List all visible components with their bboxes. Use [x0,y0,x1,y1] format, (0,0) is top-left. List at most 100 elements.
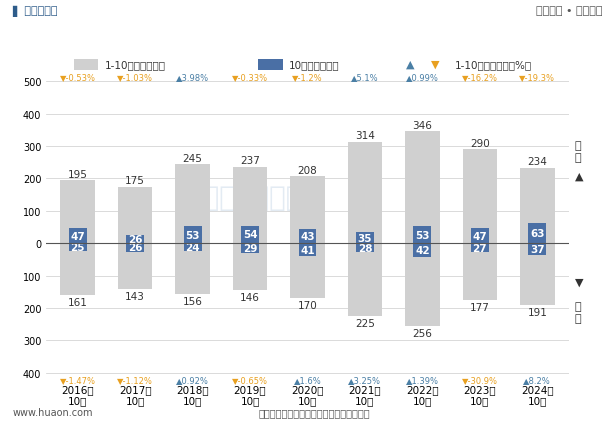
Text: 47: 47 [472,231,487,241]
Text: ▲3.25%: ▲3.25% [349,375,381,384]
Text: 47: 47 [70,231,85,241]
Text: ▲8.2%: ▲8.2% [523,375,551,384]
Bar [258,59,283,70]
Bar [184,244,202,251]
Text: ▼-0.33%: ▼-0.33% [232,73,268,82]
Text: ▼-30.9%: ▼-30.9% [462,375,498,384]
Text: 143: 143 [125,292,145,302]
Text: ▼-1.47%: ▼-1.47% [60,375,96,384]
Bar [241,226,259,244]
Bar [520,244,555,305]
Text: 25: 25 [71,243,85,253]
Bar [69,228,87,244]
Text: ▼-16.2%: ▼-16.2% [462,73,498,82]
Bar [462,150,497,244]
Text: 256: 256 [413,328,432,338]
Text: 10月（亿美元）: 10月（亿美元） [289,60,339,70]
Text: 1-10月（亿美元）: 1-10月（亿美元） [105,60,165,70]
Text: 146: 146 [240,293,260,302]
Text: 华经产业研究院: 华经产业研究院 [186,183,303,211]
Text: 24: 24 [185,242,200,253]
Bar [528,223,546,244]
Bar [471,228,489,244]
Bar [290,176,325,244]
Text: ▌ 华经情报网: ▌ 华经情报网 [12,6,58,17]
Bar [184,227,202,244]
Text: 42: 42 [415,245,430,255]
Text: 1-10月同比增速（%）: 1-10月同比增速（%） [455,60,532,70]
Text: 54: 54 [243,230,257,240]
Text: 234: 234 [527,157,547,167]
Text: ▲: ▲ [406,60,415,70]
Text: 191: 191 [527,307,547,317]
Bar [462,244,497,301]
Text: 53: 53 [185,230,200,240]
Text: 290: 290 [470,139,490,149]
Bar [405,244,440,326]
Bar [405,132,440,244]
Text: ▲0.92%: ▲0.92% [176,375,209,384]
Text: 28: 28 [358,243,372,253]
Text: 2016-2024年10月郑州新郑综合保税区进、出口额: 2016-2024年10月郑州新郑综合保税区进、出口额 [161,29,454,47]
Text: ▲0.99%: ▲0.99% [406,73,439,82]
Text: 26: 26 [128,243,143,253]
Text: ▲: ▲ [575,171,584,181]
Text: www.huaon.com: www.huaon.com [12,407,93,417]
Text: ▼-1.03%: ▼-1.03% [117,73,153,82]
Text: ▲3.98%: ▲3.98% [176,73,209,82]
Text: 26: 26 [128,234,143,245]
Text: ▼: ▼ [430,60,439,70]
Text: ▼-19.3%: ▼-19.3% [519,73,555,82]
Bar [356,244,374,253]
Bar [118,187,153,244]
Text: 237: 237 [240,156,260,166]
Bar [298,244,317,257]
Text: ▲1.6%: ▲1.6% [293,375,322,384]
Bar [298,230,317,244]
Bar [413,244,431,257]
Text: 314: 314 [355,131,375,141]
Text: 208: 208 [298,165,317,175]
Bar [528,244,546,256]
Text: 170: 170 [298,300,317,311]
Bar [520,168,555,244]
Text: 37: 37 [530,245,545,255]
Text: ▼-1.2%: ▼-1.2% [292,73,323,82]
Bar [233,167,268,244]
Bar [413,227,431,244]
Text: 29: 29 [243,243,257,253]
Bar [118,244,153,290]
Text: 专业严谨 • 客观科学: 专业严谨 • 客观科学 [536,6,603,16]
Text: 156: 156 [183,296,202,306]
Bar [175,244,210,294]
Text: 35: 35 [358,233,372,243]
Text: 177: 177 [470,302,490,313]
Bar [356,232,374,244]
Bar [347,142,382,244]
Bar [126,235,144,244]
Text: 43: 43 [300,232,315,242]
Text: 出
口: 出 口 [574,141,581,162]
Text: 27: 27 [472,243,487,253]
Text: 346: 346 [413,121,432,131]
Bar [74,59,98,70]
Bar [60,181,95,244]
Bar [69,244,87,252]
Bar [347,244,382,316]
Text: ▼-0.53%: ▼-0.53% [60,73,96,82]
Bar [233,244,268,291]
Text: 195: 195 [68,170,88,179]
Bar [241,244,259,253]
Text: 63: 63 [530,228,544,239]
Bar [126,244,144,252]
Text: ▼-1.12%: ▼-1.12% [117,375,153,384]
Bar [60,244,95,296]
Text: 数据来源：中国海关；华经产业研究院整理: 数据来源：中国海关；华经产业研究院整理 [258,407,370,417]
Text: ▼: ▼ [575,277,584,287]
Text: 53: 53 [415,230,430,240]
Text: 225: 225 [355,318,375,328]
Bar [175,164,210,244]
Text: ▲1.39%: ▲1.39% [406,375,439,384]
Bar [471,244,489,252]
Text: ▲5.1%: ▲5.1% [351,73,379,82]
